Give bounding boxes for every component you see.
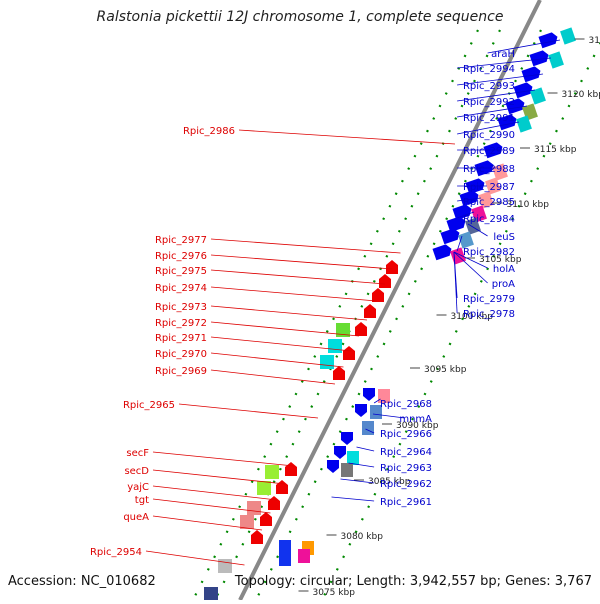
forward-gene-label: Rpic_2982 <box>463 247 515 258</box>
feature-block <box>247 501 261 515</box>
reverse-gene-label: Rpic_2972 <box>155 318 207 329</box>
scale-label: 3080 kbp <box>341 532 384 542</box>
feature-block <box>265 465 279 479</box>
reverse-gene-label: yajC <box>127 482 149 493</box>
reverse-gene-leader <box>211 370 335 384</box>
forward-gene-label: mnmA <box>399 414 432 425</box>
forward-gene-label: Rpic_2989 <box>463 146 515 157</box>
reverse-gene-arrow <box>285 462 297 476</box>
reverse-gene-leader <box>179 404 318 418</box>
reverse-gene-label: Rpic_2975 <box>155 266 207 277</box>
reverse-gene-leader <box>153 452 294 466</box>
reverse-gene-label: Rpic_2977 <box>155 235 207 246</box>
reverse-gene-arrow <box>268 496 280 510</box>
feature-block <box>204 587 218 600</box>
forward-gene-arrow <box>341 432 353 445</box>
reverse-gene-arrow <box>364 304 376 318</box>
forward-gene-label: Rpic_2963 <box>380 463 432 474</box>
scale-label: 3095 kbp <box>424 365 467 375</box>
forward-gene-label: Rpic_2964 <box>380 447 432 458</box>
forward-gene-arrow <box>513 82 532 98</box>
reverse-gene-label: secD <box>124 466 149 477</box>
reverse-gene-arrow <box>276 480 288 494</box>
reverse-gene-label: queA <box>123 512 149 523</box>
reverse-gene-leader <box>239 130 455 144</box>
scale-label: 3115 kbp <box>534 145 577 155</box>
forward-gene-label: Rpic_2987 <box>463 182 515 193</box>
forward-gene-label: Rpic_2966 <box>380 429 432 440</box>
feature-block <box>362 421 374 435</box>
forward-gene-leader <box>332 497 375 501</box>
forward-gene-arrow <box>355 404 367 417</box>
forward-gene-label: Rpic_2993 <box>463 81 515 92</box>
genome-summary: Topology: circular; Length: 3,942,557 bp… <box>235 574 592 589</box>
scale-label: 3125 kbp <box>589 36 600 46</box>
reverse-gene-leader <box>211 239 401 253</box>
feature-block <box>320 355 334 369</box>
forward-gene-label: Rpic_2988 <box>463 164 515 175</box>
forward-gene-label: Rpic_2979 <box>463 294 515 305</box>
reverse-gene-label: Rpic_2976 <box>155 251 207 262</box>
forward-gene-label: Rpic_2992 <box>463 97 515 108</box>
forward-gene-arrow <box>440 228 459 244</box>
reverse-gene-arrow <box>355 322 367 336</box>
forward-gene-label: leuS <box>493 232 515 243</box>
feature-block <box>240 515 254 529</box>
forward-gene-leader <box>357 447 375 451</box>
accession-label: Accession: NC_010682 <box>8 574 156 589</box>
feature-block <box>341 463 353 477</box>
forward-gene-label: Rpic_2994 <box>463 64 515 75</box>
reverse-gene-label: tgt <box>135 495 149 506</box>
reverse-gene-label: Rpic_2954 <box>90 547 142 558</box>
reverse-gene-arrow <box>343 346 355 360</box>
forward-gene-label: Rpic_2985 <box>463 197 515 208</box>
reverse-gene-label: Rpic_2970 <box>155 349 207 360</box>
reverse-gene-arrow <box>260 512 272 526</box>
reverse-gene-label: Rpic_2974 <box>155 283 207 294</box>
forward-gene-label: holA <box>493 264 515 275</box>
feature-block <box>328 339 342 353</box>
forward-gene-label: araH <box>491 49 515 60</box>
feature-block <box>560 27 576 44</box>
reverse-gene-leader <box>146 551 245 565</box>
outer-ring-left <box>193 30 478 600</box>
forward-gene-arrow <box>327 460 339 473</box>
feature-block <box>279 540 291 566</box>
reverse-gene-label: Rpic_2973 <box>155 302 207 313</box>
forward-gene-label: Rpic_2968 <box>380 399 432 410</box>
map-title: Ralstonia pickettii 12J chromosome 1, co… <box>0 9 600 25</box>
forward-gene-leader <box>488 40 560 53</box>
forward-gene-arrow <box>432 244 451 260</box>
feature-block <box>218 559 232 573</box>
reverse-gene-arrow <box>372 288 384 302</box>
reverse-gene-arrow <box>379 274 391 288</box>
scale-label: 3075 kbp <box>313 588 356 598</box>
forward-gene-label: Rpic_2984 <box>463 214 515 225</box>
feature-block <box>548 51 564 68</box>
feature-block <box>298 549 310 563</box>
forward-gene-arrow <box>363 388 375 401</box>
forward-gene-label: Rpic_2961 <box>380 497 432 508</box>
reverse-gene-leader <box>211 287 377 301</box>
reverse-gene-arrow <box>333 366 345 380</box>
forward-gene-label: proA <box>492 279 515 290</box>
reverse-gene-label: Rpic_2971 <box>155 333 207 344</box>
reverse-gene-arrow <box>251 530 263 544</box>
reverse-gene-label: secF <box>126 448 149 459</box>
reverse-gene-arrow <box>386 260 398 274</box>
reverse-gene-label: Rpic_2965 <box>123 400 175 411</box>
reverse-gene-label: Rpic_2986 <box>183 126 235 137</box>
feature-block <box>257 481 271 495</box>
reverse-gene-leader <box>211 270 385 284</box>
forward-gene-label: Rpic_2978 <box>463 309 515 320</box>
scale-label: 3120 kbp <box>562 90 600 100</box>
reverse-gene-leader <box>211 306 367 320</box>
forward-gene-arrow <box>538 32 557 48</box>
forward-gene-arrow <box>334 446 346 459</box>
forward-gene-label: Rpic_2962 <box>380 479 432 490</box>
reverse-gene-label: Rpic_2969 <box>155 366 207 377</box>
